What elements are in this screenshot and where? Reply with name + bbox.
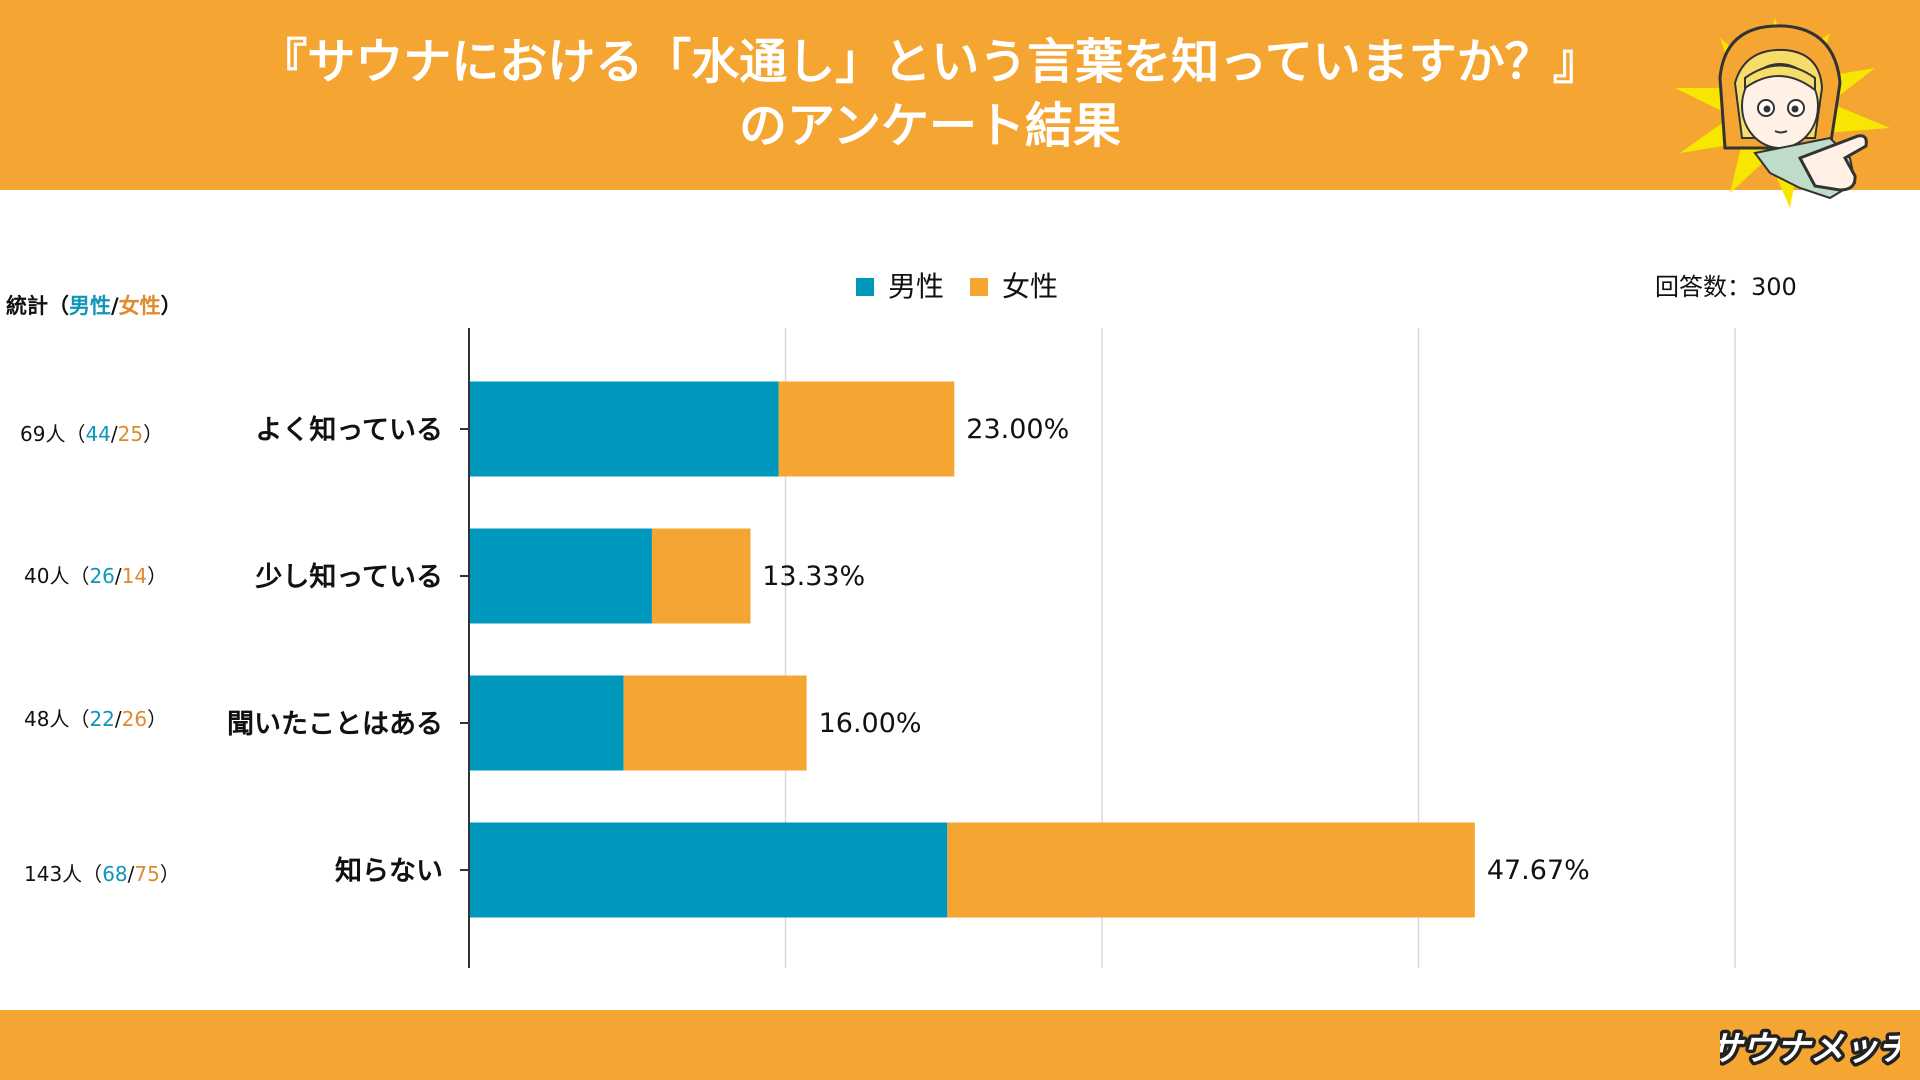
stat-female: 25 [117,422,144,446]
axes [460,328,470,968]
stat-female: 14 [121,564,148,588]
respondent-count: 回答数：300 [1655,273,1797,301]
header-banner [0,0,1920,190]
stats-header-suffix: ） [160,294,182,318]
bar-segment-female [623,675,807,771]
mascot-illustration [1675,18,1890,208]
bars [469,381,1475,918]
stats-header-female: 女性 [118,294,161,318]
stat-male: 26 [89,564,115,588]
bar-segment-female [651,528,751,624]
footer-banner [0,1010,1920,1080]
title-line-2: のアンケート結果 [738,98,1122,154]
stacked-bar-chart: よく知っている 23.00% 少し知っている 13.33% 聞いたことはある 16.00%… [227,270,1736,968]
legend-swatch-male [856,278,874,296]
stat-row: 143人（68/75） [24,858,180,887]
stat-close: ） [143,422,164,446]
bar-segment-male [469,381,779,477]
sauna-logo: サウナメッチ [1720,1026,1900,1073]
data-label: 16.00% [819,708,922,739]
stat-female: 75 [134,862,160,886]
category-label: 知らない [335,856,443,887]
bar-segment-female [778,381,955,477]
stat-close: ） [147,564,168,588]
bar-segment-male [469,528,652,624]
legend: 男性 女性 [856,270,1058,303]
bar-segment-female [947,822,1475,918]
bar-segment-male [469,675,624,771]
stat-total: 48人（ [24,707,90,731]
stat-total: 69人（ [20,422,86,446]
data-label: 13.33% [762,561,865,592]
stats-header-male: 男性 [69,294,111,318]
stat-row: 69人（44/25） [20,418,163,447]
stat-female: 26 [121,707,148,731]
stats-header: 統計（男性/女性） [6,290,182,320]
stat-close: ） [159,862,180,886]
legend-label: 男性 [888,270,944,303]
stat-sep: / [114,564,122,588]
stat-sep: / [110,422,118,446]
stat-sep: / [127,862,135,886]
data-label: 23.00% [966,414,1069,445]
stats-header-prefix: 統計（ [6,294,69,318]
legend-swatch-female [970,278,988,296]
chart-labels: よく知っている 23.00% 少し知っている 13.33% 聞いたことはある 16.00%… [227,414,1590,887]
stat-row: 48人（22/26） [24,703,167,732]
data-label: 47.67% [1487,855,1590,886]
page-title: 『サウナにおける「水通し」という言葉を知っていますか？』 のアンケート結果 [0,30,1860,158]
stat-row: 40人（26/14） [24,560,167,589]
stat-total: 40人（ [24,564,90,588]
stat-male: 68 [102,862,128,886]
category-label: よく知っている [255,415,443,446]
stats-header-sep: / [111,294,119,318]
stat-total: 143人（ [24,862,103,886]
legend-label: 女性 [1002,270,1058,303]
category-label: 少し知っている [255,562,443,593]
stat-male: 44 [85,422,111,446]
svg-text:サウナメッチ: サウナメッチ [1720,1029,1900,1069]
category-label: 聞いたことはある [227,709,443,740]
stat-close: ） [147,707,168,731]
stat-sep: / [114,707,122,731]
bar-segment-male [469,822,948,918]
stat-male: 22 [89,707,115,731]
title-line-1: 『サウナにおける「水通し」という言葉を知っていますか？』 [259,34,1601,90]
